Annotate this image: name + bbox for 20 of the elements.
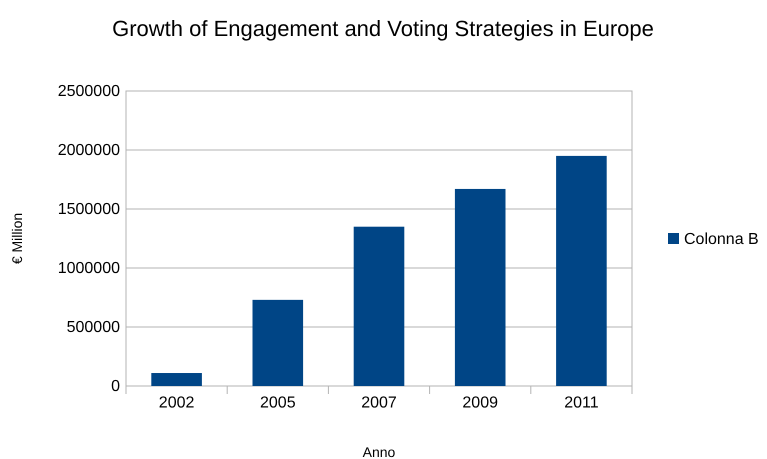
x-axis-title: Anno	[362, 444, 396, 459]
bar	[556, 156, 607, 386]
legend-label: Colonna B	[684, 231, 759, 248]
bar	[354, 226, 404, 386]
y-tick-label: 500000	[66, 319, 120, 336]
y-axis-title: € Million	[9, 212, 25, 264]
bar	[252, 300, 304, 386]
x-tick-label: 2009	[462, 394, 498, 412]
x-tick-label: 2005	[260, 394, 296, 412]
y-tick-label: 0	[111, 378, 120, 396]
bar	[151, 373, 202, 386]
y-tick-label: 2500000	[58, 83, 120, 100]
y-tick-label: 1000000	[58, 260, 120, 278]
x-tick-label: 2011	[564, 394, 599, 412]
x-tick-label: 2002	[158, 394, 194, 412]
y-tick-label: 1500000	[58, 201, 120, 218]
x-tick-label: 2007	[361, 394, 397, 412]
bar	[454, 188, 506, 386]
chart-title: Growth of Engagement and Voting Strategies in Europe	[112, 16, 654, 41]
y-tick-label: 2000000	[58, 142, 120, 160]
